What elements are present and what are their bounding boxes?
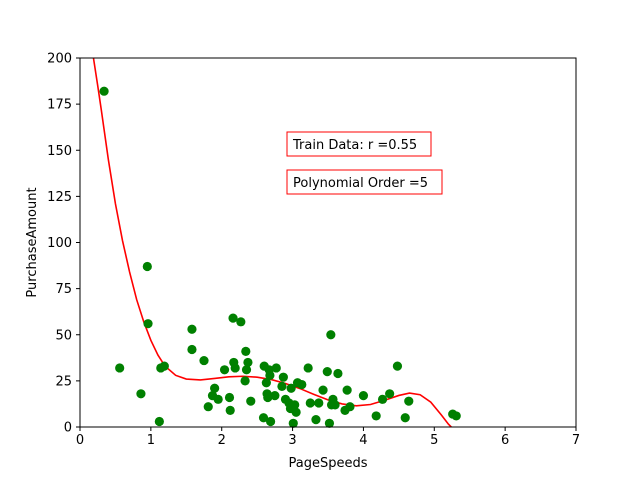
data-point bbox=[142, 261, 152, 272]
data-point bbox=[228, 313, 238, 323]
data-point bbox=[236, 317, 246, 327]
data-point bbox=[377, 394, 388, 404]
y-axis-label: PurchaseAmount bbox=[25, 187, 40, 297]
x-axis: 0 1 2 3 4 5 6 7 bbox=[76, 427, 580, 448]
data-point bbox=[159, 361, 169, 371]
data-point bbox=[265, 370, 275, 380]
data-point bbox=[330, 400, 340, 410]
data-point bbox=[345, 402, 355, 412]
data-point bbox=[115, 363, 125, 373]
data-point bbox=[392, 361, 403, 371]
x-tick-label: 3 bbox=[288, 433, 296, 448]
x-tick-label: 4 bbox=[359, 433, 367, 448]
y-tick-label: 0 bbox=[64, 421, 72, 436]
data-point bbox=[324, 418, 335, 428]
data-point bbox=[213, 394, 223, 404]
data-point bbox=[219, 365, 230, 375]
annotation-box bbox=[286, 169, 443, 195]
x-tick-label: 2 bbox=[218, 433, 226, 448]
data-point bbox=[240, 376, 250, 386]
x-tick-label: 5 bbox=[430, 433, 438, 448]
data-point bbox=[451, 411, 461, 421]
data-point bbox=[143, 319, 153, 329]
data-point bbox=[371, 411, 381, 421]
y-tick-label: 75 bbox=[55, 282, 72, 297]
data-point bbox=[303, 363, 313, 373]
data-point bbox=[286, 383, 296, 393]
data-point bbox=[243, 357, 253, 368]
data-point bbox=[385, 389, 395, 399]
data-point bbox=[311, 415, 321, 425]
data-point bbox=[261, 378, 271, 388]
x-tick-label: 0 bbox=[76, 433, 84, 448]
data-point bbox=[314, 398, 324, 408]
fit-curve-line bbox=[92, 58, 452, 427]
y-tick-label: 50 bbox=[55, 328, 72, 343]
data-point bbox=[342, 385, 352, 395]
annotation-box bbox=[286, 131, 432, 157]
data-point bbox=[99, 86, 109, 96]
data-point bbox=[154, 416, 164, 427]
data-point bbox=[318, 385, 328, 395]
data-point bbox=[322, 367, 332, 377]
data-point bbox=[246, 396, 256, 406]
data-point bbox=[199, 355, 209, 366]
data-point bbox=[277, 381, 287, 392]
data-point bbox=[136, 389, 146, 399]
y-tick-label: 100 bbox=[47, 236, 72, 251]
data-point bbox=[278, 372, 288, 382]
y-tick-label: 200 bbox=[47, 52, 72, 67]
data-point bbox=[210, 383, 220, 393]
data-point bbox=[288, 418, 298, 428]
annotation-train-data: Train Data: r =0.55 bbox=[286, 131, 432, 157]
data-point bbox=[271, 363, 281, 373]
points-layer bbox=[99, 86, 461, 428]
data-point bbox=[187, 344, 197, 355]
fit-layer bbox=[92, 58, 452, 427]
data-point bbox=[225, 405, 235, 415]
x-tick-label: 1 bbox=[147, 433, 155, 448]
data-point bbox=[266, 416, 276, 427]
annotation-text: Train Data: r =0.55 bbox=[292, 138, 417, 153]
data-point bbox=[187, 324, 197, 334]
data-point bbox=[258, 413, 269, 423]
data-point bbox=[291, 407, 301, 417]
y-axis: 0 25 50 75 100 125 150 175 200 bbox=[47, 52, 80, 436]
x-axis-label: PageSpeeds bbox=[289, 456, 368, 471]
data-point bbox=[290, 400, 300, 410]
data-point bbox=[270, 391, 280, 401]
data-point bbox=[305, 398, 315, 408]
data-point bbox=[400, 413, 410, 423]
data-point bbox=[241, 346, 251, 356]
data-point bbox=[230, 363, 240, 373]
x-tick-label: 7 bbox=[572, 433, 580, 448]
data-point bbox=[224, 392, 235, 403]
plot-area bbox=[79, 57, 577, 428]
data-point bbox=[358, 391, 369, 401]
data-point bbox=[404, 396, 414, 406]
data-point bbox=[241, 365, 252, 375]
data-point bbox=[333, 368, 343, 379]
data-point bbox=[297, 379, 307, 390]
x-tick-label: 6 bbox=[501, 433, 509, 448]
y-tick-label: 150 bbox=[47, 144, 72, 159]
y-tick-label: 175 bbox=[47, 98, 72, 113]
data-point bbox=[326, 330, 336, 340]
data-point bbox=[263, 392, 273, 403]
annotation-text: Polynomial Order =5 bbox=[293, 176, 428, 191]
annotation-poly-order: Polynomial Order =5 bbox=[286, 169, 443, 195]
y-tick-label: 25 bbox=[55, 374, 72, 389]
data-point bbox=[203, 402, 213, 412]
y-tick-label: 125 bbox=[47, 190, 72, 205]
